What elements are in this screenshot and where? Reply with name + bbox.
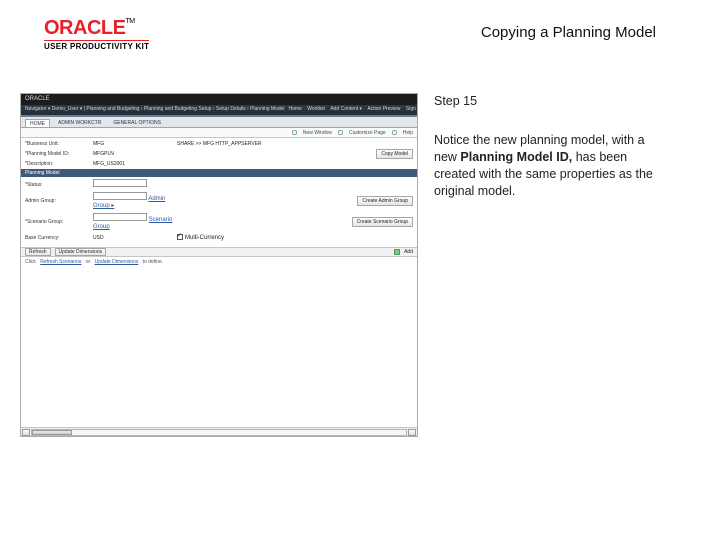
hint-link-refresh[interactable]: Refresh Scenarios [40,259,81,265]
embedded-app: ORACLE Navigator ▾ Demo_User ▾ | Plannin… [20,93,418,437]
app-nav: Navigator ▾ Demo_User ▾ | Planning and B… [21,105,417,115]
hint-text: Click Refresh Scenarios or Update Dimens… [21,257,417,267]
app-nav-left[interactable]: Navigator ▾ Demo_User ▾ | Planning and B… [25,106,285,115]
instruction-panel: Step 15 Notice the new planning model, w… [434,93,660,199]
hint-suffix: to define. [143,259,164,265]
hint-mid: or [86,259,92,265]
explain-bold: Planning Model ID, [460,150,572,164]
tab-strip: HOME ADMIN WORKCTR GENERAL OPTIONS [21,117,417,128]
description-label: *Description: [25,161,89,167]
form-area: *Business Unit: MFG SHARE >> MFG HTTP_AP… [21,138,417,247]
hint-link-update[interactable]: Update Dimensions [95,259,139,265]
horizontal-scrollbar[interactable] [21,427,417,436]
status-label: *Status: [25,182,89,188]
oracle-logo-text: ORACLE [44,17,125,39]
setid-value: SHARE >> MFG HTTP_APPSERVER [177,141,413,147]
nav-worklist[interactable]: Worklist [307,106,325,112]
create-admin-group-button[interactable]: Create Admin Group [357,196,413,206]
toolbar-icon-b[interactable] [338,130,343,135]
nav-signout[interactable]: Sign out [406,106,417,112]
status-select[interactable] [93,179,173,190]
app-brand-text: ORACLE [25,96,50,102]
logo-block: ORACLETM USER PRODUCTIVITY KIT [44,18,149,51]
empty-content-area [21,267,417,427]
create-scenario-group-button[interactable]: Create Scenario Group [352,217,413,227]
section-planning-model: Planning Model [21,169,417,177]
add-button[interactable]: Add [404,249,413,255]
planning-model-value: MFGPLN [93,151,173,157]
toolbar-new-window[interactable]: New Window [303,130,332,136]
base-currency-value: USD [93,235,173,241]
base-currency-label: Base Currency: [25,235,89,241]
update-dimensions-button[interactable]: Update Dimensions [55,248,107,256]
tab-general[interactable]: GENERAL OPTIONS [109,119,165,127]
nav-add-content[interactable]: Add Content ▾ [330,106,362,112]
scroll-right-arrow-icon[interactable] [408,429,416,436]
nav-action-preview[interactable]: Action Preview [367,106,400,112]
refresh-button[interactable]: Refresh [25,248,51,256]
scenario-group-label: *Scenario Group: [25,219,89,225]
scenario-group-select[interactable]: Scenario Group [93,213,173,231]
scroll-track[interactable] [31,429,407,436]
app-brand-bar: ORACLE [21,94,417,105]
planning-model-label: *Planning Model ID: [25,151,89,157]
admin-group-label: Admin Group: [25,198,89,204]
toolbar-customize[interactable]: Customize Page [349,130,386,136]
scroll-left-arrow-icon[interactable] [22,429,30,436]
step-label: Step 15 [434,93,660,110]
oracle-logo: ORACLETM [44,18,149,38]
page-toolbar: New Window Customize Page Help [21,128,417,138]
list-toolbar: Refresh Update Dimensions Add [21,247,417,257]
toolbar-help[interactable]: Help [403,130,413,136]
tab-admin[interactable]: ADMIN WORKCTR [54,119,105,127]
copy-model-button[interactable]: Copy Model [376,149,413,159]
toolbar-icon-a[interactable] [292,130,297,135]
add-icon[interactable] [394,249,400,255]
business-unit-label: *Business Unit: [25,141,89,147]
page-title: Copying a Planning Model [481,24,656,41]
app-nav-right: Home Worklist Add Content ▾ Action Previ… [285,106,417,115]
multi-currency-label: Multi-Currency [185,235,224,241]
screenshot-panel: ORACLE Navigator ▾ Demo_User ▾ | Plannin… [20,93,418,437]
help-icon[interactable] [392,130,397,135]
description-value: MFG_US2001 [93,161,173,167]
step-explanation: Notice the new planning model, with a ne… [434,132,660,200]
admin-group-select[interactable]: Admin Group ▸ [93,192,173,210]
nav-home[interactable]: Home [289,106,302,112]
hint-prefix: Click [25,259,37,265]
business-unit-value: MFG [93,141,173,147]
tab-home[interactable]: HOME [25,119,50,127]
oracle-tm: TM [125,18,134,25]
scroll-thumb[interactable] [32,430,72,435]
upk-subtitle: USER PRODUCTIVITY KIT [44,40,149,51]
multi-currency-checkbox[interactable]: Multi-Currency [177,233,413,242]
